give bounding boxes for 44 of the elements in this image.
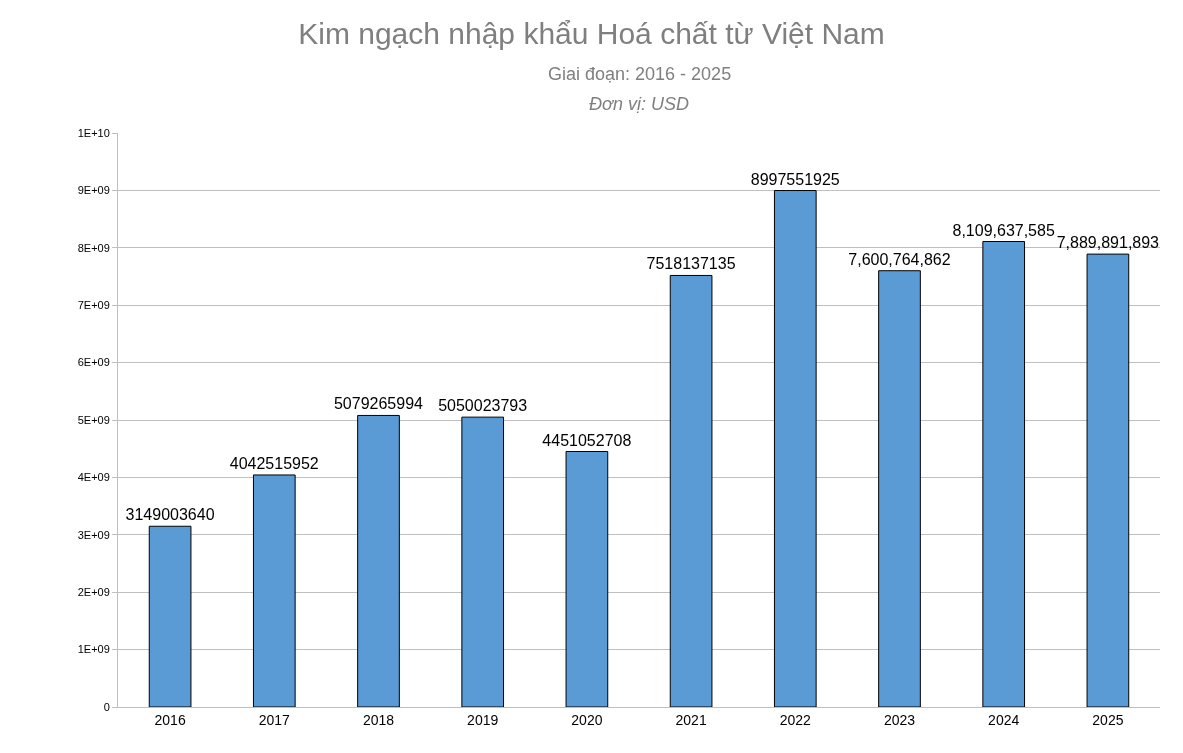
chart-subtitle: Giai đoạn: 2016 - 2025 bbox=[548, 64, 732, 84]
bar bbox=[565, 451, 609, 707]
bar bbox=[148, 525, 192, 707]
y-tick-label: 1E+10 bbox=[77, 126, 110, 139]
chart-title: Kim ngạch nhập khẩu Hoá chất từ Việt Nam bbox=[298, 16, 885, 50]
x-tick-label: 2016 bbox=[154, 711, 186, 728]
bar bbox=[669, 274, 713, 707]
bar bbox=[1086, 253, 1130, 707]
data-label: 8,109,637,585 bbox=[952, 221, 1055, 239]
x-tick-label: 2020 bbox=[571, 711, 603, 728]
x-tick-label: 2024 bbox=[988, 711, 1020, 728]
y-tick-label: 9E+09 bbox=[77, 184, 110, 197]
y-tick-label: 6E+09 bbox=[77, 356, 110, 369]
data-label: 7,889,891,893 bbox=[1056, 234, 1160, 252]
y-tick-label: 8E+09 bbox=[77, 241, 110, 254]
bar bbox=[878, 270, 921, 707]
y-tick-label: 3E+09 bbox=[77, 528, 110, 541]
bar bbox=[773, 190, 817, 707]
data-label: 4451052708 bbox=[542, 431, 632, 449]
data-label: 7,600,764,862 bbox=[848, 250, 951, 268]
bar bbox=[252, 474, 296, 707]
y-tick-label: 7E+09 bbox=[77, 299, 110, 312]
x-tick-label: 2025 bbox=[1092, 711, 1124, 728]
data-label: 5050023793 bbox=[438, 397, 528, 415]
bar bbox=[357, 414, 400, 707]
x-tick-label: 2021 bbox=[675, 711, 707, 728]
y-tick-label: 4E+09 bbox=[77, 471, 110, 484]
data-label: 3149003640 bbox=[125, 506, 215, 524]
y-tick-label: 5E+09 bbox=[77, 413, 110, 426]
y-tick-label: 2E+09 bbox=[77, 586, 110, 599]
text: Đơn vị: USD bbox=[589, 94, 689, 114]
x-tick-label: 2023 bbox=[883, 711, 916, 728]
data-label: 5079265994 bbox=[333, 395, 424, 413]
bar bbox=[982, 241, 1026, 707]
x-tick-label: 2019 bbox=[467, 711, 499, 728]
data-label: 8997551925 bbox=[750, 170, 840, 188]
data-label: 7518137135 bbox=[646, 255, 736, 273]
data-label: 4042515952 bbox=[229, 454, 319, 472]
x-tick-label: 2017 bbox=[258, 711, 291, 728]
y-tick-label: 0 bbox=[103, 700, 110, 713]
y-tick-label: 1E+09 bbox=[77, 643, 110, 656]
bar bbox=[461, 416, 505, 707]
x-tick-label: 2018 bbox=[362, 711, 395, 728]
x-tick-label: 2022 bbox=[779, 711, 812, 728]
